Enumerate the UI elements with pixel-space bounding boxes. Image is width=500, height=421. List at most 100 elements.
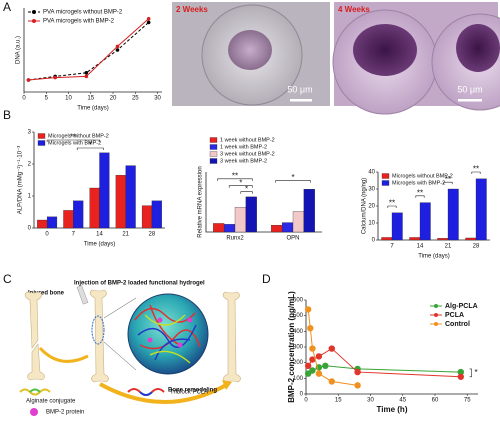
x-tick-label: 21 <box>445 244 452 250</box>
diagram-label: Bone remodeling <box>168 388 217 394</box>
y-tick-label: 10 <box>368 221 375 227</box>
x-tick-label: 14 <box>417 244 424 250</box>
x-tick-label: 10 <box>65 96 72 102</box>
x-tick-label: 60 <box>432 398 439 404</box>
y-tick-label: 1 <box>28 194 32 200</box>
marker <box>146 20 151 25</box>
micrograph: 4 Weeks 50 μm <box>332 2 500 115</box>
legend-label: Microgels with BMP-2 <box>48 140 101 146</box>
legend-label: Microgels with BMP-2 <box>392 180 445 186</box>
marker <box>84 74 89 79</box>
legend-swatch <box>381 180 390 186</box>
x-tick-label: 45 <box>399 398 406 404</box>
significance-bracket <box>471 171 481 174</box>
marker <box>328 345 335 352</box>
significance-label: * <box>245 184 248 193</box>
bar <box>303 188 315 233</box>
x-tick-label: 30 <box>154 96 161 102</box>
legend-label: 3 week with BMP-2 <box>220 158 267 164</box>
x-tick-label: OPN <box>286 236 299 242</box>
legend-swatch <box>37 140 46 146</box>
y-tick-label: 20 <box>368 204 375 210</box>
marker <box>146 17 151 21</box>
marker <box>53 75 57 80</box>
legend-swatch <box>209 144 218 150</box>
legend-swatch <box>209 158 218 164</box>
significance-bracket <box>46 139 100 142</box>
significance-bracket <box>415 195 425 198</box>
micrograph-label: 2 Weeks <box>176 5 208 14</box>
y-axis-label: ALP/DNA (mMg⁻¹)⁻¹·10⁻³ <box>18 146 24 215</box>
diagram-label: Injection of BMP-2 loaded functional hyd… <box>74 281 205 287</box>
significance-label: * <box>89 141 92 150</box>
x-tick-label: Runx2 <box>226 236 244 242</box>
legend-swatch <box>209 151 218 157</box>
diagram-legend: Triblock PCLA <box>170 390 208 396</box>
significance-label: * <box>239 178 242 187</box>
legend-label: Alg-PCLA <box>445 303 478 310</box>
y-tick-label: 40 <box>368 170 375 176</box>
x-tick-label: 28 <box>473 244 480 250</box>
marker <box>457 368 464 376</box>
y-tick-label: 30 <box>368 187 375 193</box>
legend-label: PVA microgels without BMP-2 <box>43 10 123 16</box>
significance-label: ** <box>232 171 238 180</box>
significance-bracket <box>387 205 397 208</box>
legend-label: Microgels without BMP-2 <box>48 133 109 139</box>
legend-label: PVA microgels with BMP-2 <box>43 19 115 25</box>
y-tick-label: 100 <box>293 376 304 382</box>
y-tick-label: 500 <box>293 313 304 319</box>
y-tick-label: 200 <box>293 360 304 366</box>
marker <box>115 48 120 52</box>
significance-bracket <box>240 191 253 194</box>
diagram-label: Injured bone <box>28 291 65 297</box>
significance-label: ** <box>417 188 423 197</box>
marker <box>328 378 335 385</box>
diagram: Injured bone Injection of BMP-2 loaded f… <box>19 281 241 416</box>
legend-marker <box>32 10 36 14</box>
y-tick-label: 300 <box>293 345 304 351</box>
bar <box>245 196 257 233</box>
legend-marker <box>434 304 438 308</box>
bar <box>465 237 477 241</box>
x-tick-label: 0 <box>304 398 308 404</box>
marker <box>307 325 314 332</box>
legend-swatch <box>381 173 390 179</box>
bar <box>475 178 487 241</box>
scale-label: 50 μm <box>457 84 482 94</box>
significance-bracket <box>228 185 253 188</box>
marker <box>26 78 31 82</box>
bar <box>271 224 283 233</box>
panel-letter: B <box>3 108 11 122</box>
y-tick-label: 0 <box>300 392 304 398</box>
legend-swatch <box>209 137 218 143</box>
x-tick-label: 0 <box>22 96 26 102</box>
marker <box>322 362 329 369</box>
significance-label: ** <box>445 175 451 184</box>
legend-label: 3 week without BMP-2 <box>220 151 275 157</box>
marker <box>304 306 312 313</box>
bar <box>141 205 153 229</box>
series-line <box>307 365 461 375</box>
x-tick-label: 5 <box>45 96 49 102</box>
legend-marker <box>32 19 36 23</box>
significance-bracket <box>76 147 104 150</box>
legend-label: 1 week with BMP-2 <box>220 144 267 150</box>
marker <box>84 71 89 75</box>
x-tick-label: 21 <box>122 232 129 238</box>
x-tick-label: 7 <box>390 244 394 250</box>
y-tick-label: 3 <box>28 130 32 136</box>
significance-bracket <box>469 368 472 378</box>
legend-label: 1 week without BMP-2 <box>220 137 275 143</box>
bar <box>46 216 58 229</box>
significance-bracket <box>217 178 253 181</box>
marker <box>457 373 464 380</box>
x-tick-label: 28 <box>149 232 156 238</box>
bar <box>447 188 459 241</box>
significance-bracket <box>275 180 311 183</box>
x-tick-label: 75 <box>464 398 471 404</box>
micrograph-label: 4 Weeks <box>338 5 370 14</box>
legend-label: PCLA <box>445 312 464 319</box>
marker <box>315 353 323 360</box>
x-tick-label: 0 <box>45 232 49 238</box>
